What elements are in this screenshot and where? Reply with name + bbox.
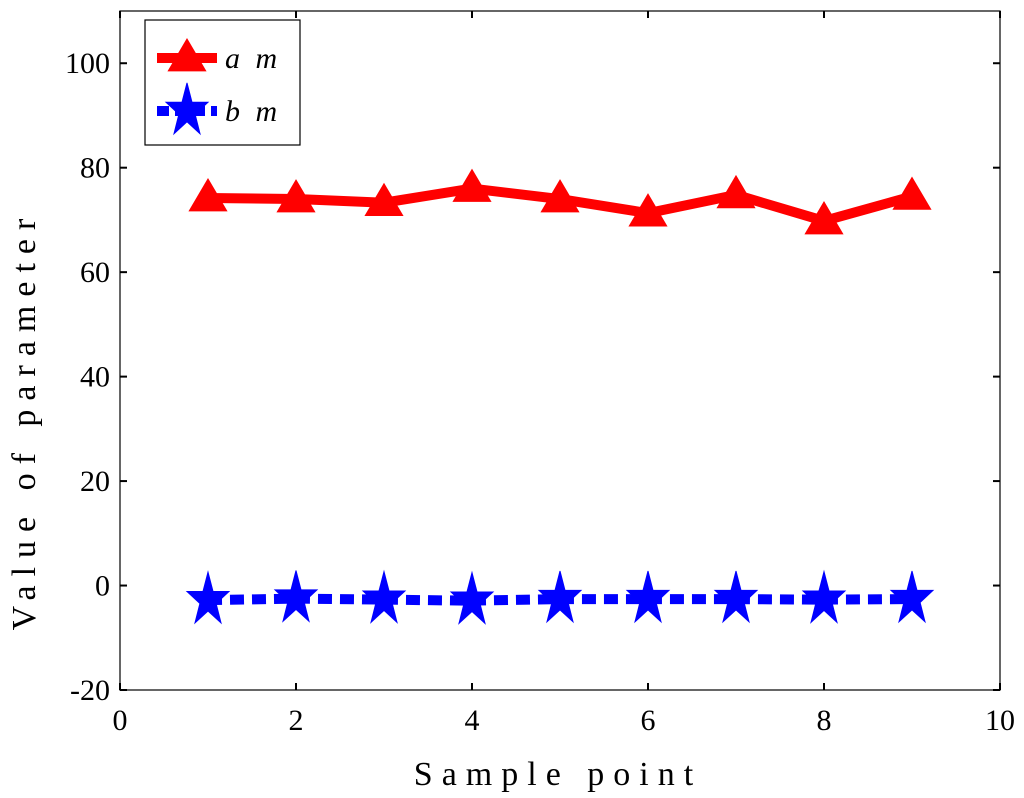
x-tick-label: 4 <box>465 704 480 737</box>
data-point <box>452 168 492 202</box>
data-point <box>537 570 583 624</box>
legend-marker <box>167 38 207 72</box>
x-tick-label: 10 <box>985 704 1015 737</box>
legend-label: a m <box>225 42 281 75</box>
data-point <box>713 570 759 624</box>
x-tick-label: 0 <box>113 704 128 737</box>
plot-frame <box>119 10 1001 691</box>
data-point <box>716 174 756 209</box>
x-tick-label: 6 <box>641 704 656 737</box>
data-point <box>276 179 316 213</box>
series-b-m <box>185 569 935 625</box>
y-tick-label: 20 <box>80 465 110 498</box>
data-point <box>185 570 231 625</box>
y-axis-title: Value of parameter <box>6 210 43 631</box>
x-tick-label: 8 <box>817 704 832 737</box>
data-point <box>273 570 319 623</box>
data-point <box>364 182 404 217</box>
legend-box <box>144 19 301 146</box>
data-point <box>449 570 495 625</box>
x-axis-title: Sample point <box>414 756 702 793</box>
legend-marker <box>164 82 210 136</box>
data-point <box>801 569 847 624</box>
data-point <box>188 178 228 212</box>
y-tick-label: 60 <box>80 256 110 289</box>
legend: a m b m <box>144 19 301 146</box>
x-tick-label: 2 <box>289 704 304 737</box>
y-tick-label: 80 <box>80 152 110 185</box>
data-point <box>625 570 671 624</box>
data-point <box>804 201 844 235</box>
y-tick-label: 100 <box>65 47 110 80</box>
legend-label: b m <box>225 95 281 128</box>
legend-entry: b m <box>157 82 281 136</box>
series-a-m <box>188 168 932 235</box>
legend-entry: a m <box>157 38 281 75</box>
plot-area <box>185 168 935 625</box>
data-point <box>540 179 580 213</box>
data-point <box>892 176 932 210</box>
data-point <box>628 193 668 227</box>
data-point <box>361 569 407 624</box>
y-tick-label: -20 <box>70 674 110 707</box>
y-tick-label: 40 <box>80 361 110 394</box>
data-point <box>889 570 935 624</box>
y-tick-label: 0 <box>95 570 110 603</box>
